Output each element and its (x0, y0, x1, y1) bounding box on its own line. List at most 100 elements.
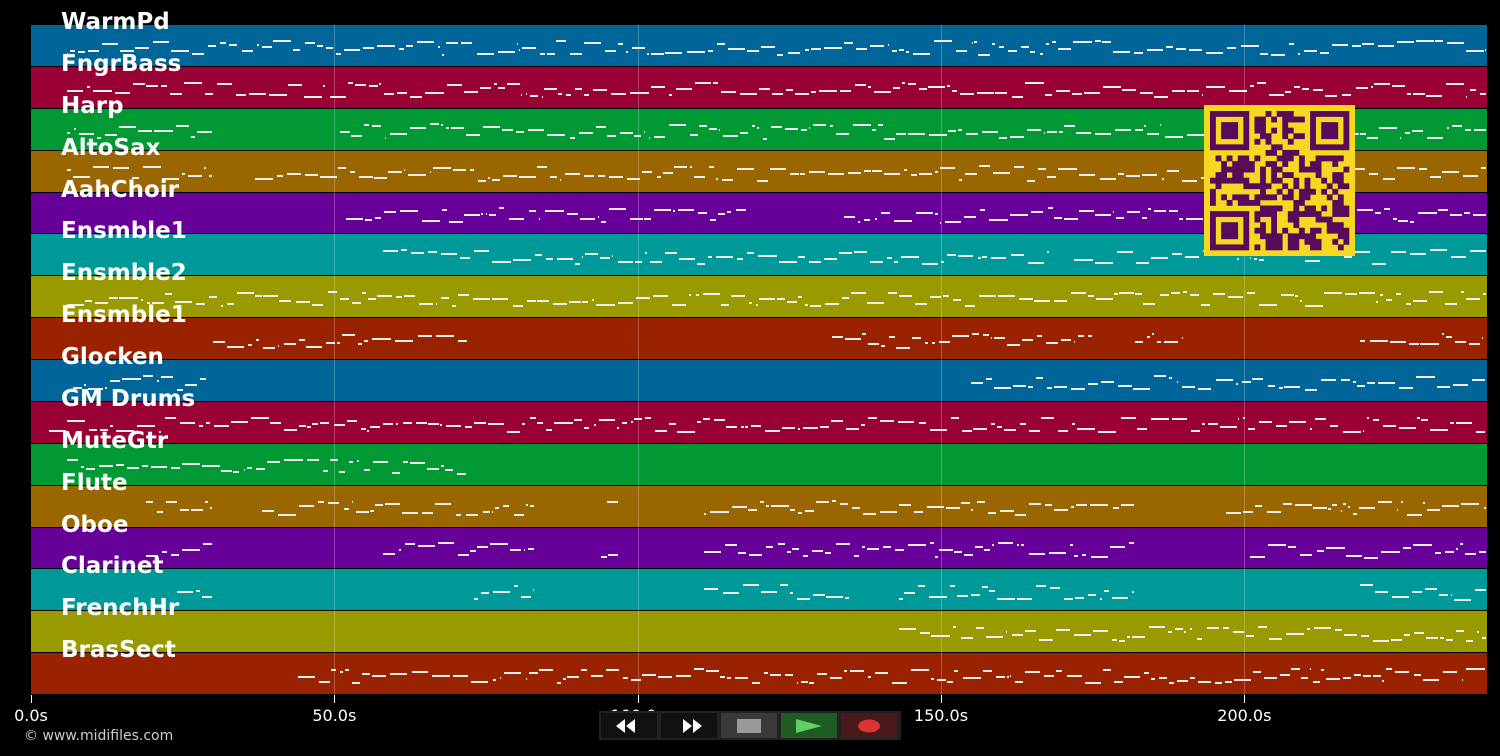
note (1094, 133, 1112, 136)
note (350, 135, 362, 138)
note (1441, 171, 1459, 173)
note (952, 626, 957, 629)
note (1416, 417, 1420, 420)
stop-button[interactable] (721, 713, 777, 738)
note (1044, 131, 1046, 134)
track-lane[interactable] (31, 611, 1487, 654)
note (872, 128, 877, 131)
note (1088, 382, 1099, 385)
note (391, 471, 401, 474)
note (1246, 292, 1256, 295)
note (1025, 671, 1041, 674)
note (171, 553, 179, 556)
note (1456, 548, 1458, 551)
note (901, 82, 906, 85)
note (329, 95, 347, 98)
note (146, 301, 150, 304)
note (1059, 130, 1063, 133)
note (839, 251, 852, 254)
note (879, 419, 895, 422)
note (1363, 675, 1372, 678)
note (874, 672, 888, 675)
note (525, 92, 528, 95)
note (522, 422, 525, 425)
track-lane[interactable] (31, 66, 1487, 109)
note (965, 133, 979, 136)
note (207, 44, 216, 47)
note (402, 422, 413, 425)
note (1227, 296, 1243, 299)
note (581, 300, 588, 303)
play-button[interactable] (781, 713, 837, 738)
note (825, 596, 843, 599)
note (1227, 46, 1237, 49)
fast-forward-button[interactable] (661, 713, 717, 738)
note (1309, 668, 1311, 671)
note (529, 94, 538, 97)
track-lane[interactable] (31, 653, 1487, 695)
rewind-button[interactable] (601, 713, 657, 738)
track-lane[interactable] (31, 527, 1487, 570)
note (747, 508, 758, 511)
record-icon (858, 719, 880, 732)
note (911, 337, 922, 340)
note (154, 129, 174, 132)
track-lane[interactable] (31, 443, 1487, 486)
note (938, 549, 953, 552)
note (1197, 680, 1211, 683)
track-lane[interactable] (31, 360, 1487, 402)
note (1012, 385, 1026, 388)
note (636, 297, 650, 300)
note (1215, 379, 1234, 382)
record-button[interactable] (841, 713, 897, 738)
note (1045, 42, 1050, 45)
note (852, 124, 871, 127)
track-lane[interactable] (31, 318, 1487, 360)
note (1044, 504, 1052, 507)
note (318, 680, 330, 683)
note (704, 587, 719, 590)
note (1146, 335, 1150, 338)
note (213, 424, 229, 427)
note (458, 554, 469, 557)
note (410, 127, 427, 130)
note (394, 339, 414, 342)
note (340, 130, 350, 133)
note (1353, 673, 1362, 676)
note (947, 681, 953, 684)
note (1015, 513, 1026, 516)
note (669, 422, 676, 425)
note (1352, 251, 1370, 254)
note (665, 52, 683, 55)
note (872, 170, 883, 173)
note (110, 380, 121, 383)
note (813, 593, 825, 596)
note (208, 296, 217, 299)
note (1253, 671, 1262, 674)
note (965, 304, 976, 307)
note (1316, 549, 1325, 552)
note (886, 257, 892, 260)
note (487, 423, 505, 426)
note (1411, 591, 1423, 594)
note (325, 47, 333, 50)
track-lane[interactable] (31, 569, 1487, 612)
note (896, 132, 907, 135)
note (843, 216, 855, 219)
note (971, 508, 973, 511)
note (653, 136, 665, 139)
note (671, 304, 686, 307)
note (156, 380, 160, 383)
note (372, 674, 387, 677)
track-lane[interactable] (31, 25, 1487, 67)
note (201, 595, 212, 598)
note (283, 428, 297, 431)
note (170, 466, 181, 469)
note (1398, 219, 1408, 222)
note (182, 462, 201, 465)
note (1088, 594, 1097, 597)
track-lane[interactable] (31, 485, 1487, 528)
note (1242, 416, 1246, 419)
track-lane[interactable] (31, 276, 1487, 319)
note (1084, 91, 1100, 94)
